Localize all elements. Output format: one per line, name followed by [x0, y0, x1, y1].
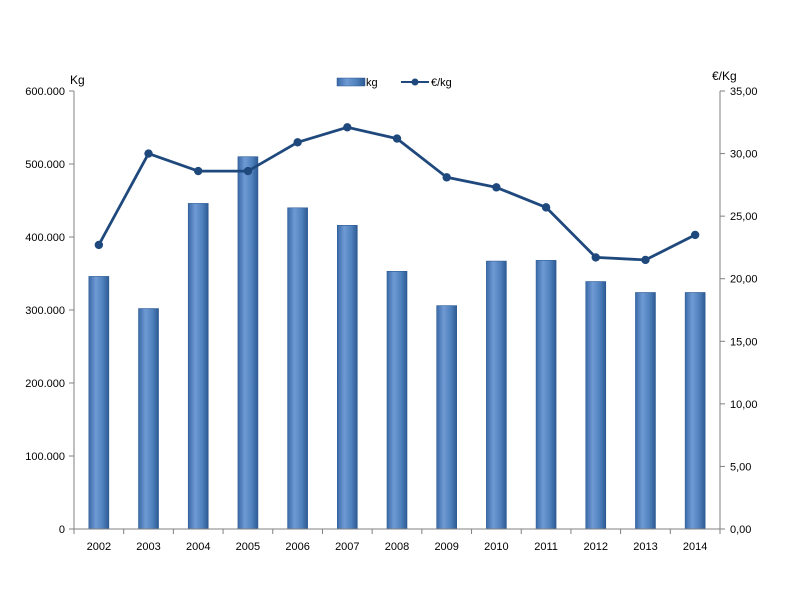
bar: [585, 281, 607, 530]
line-point: [194, 166, 203, 176]
x-tick-label: 2007: [335, 541, 359, 553]
bar: [486, 260, 507, 530]
x-tick-label: 2014: [683, 541, 707, 553]
bar: [187, 203, 209, 530]
line-point: [392, 134, 402, 143]
line-point: [343, 123, 352, 132]
line-point: [243, 166, 253, 176]
line-series: [94, 123, 700, 265]
x-tick-label: 2005: [236, 541, 260, 553]
bar-series: [88, 156, 706, 530]
axes: [73, 91, 721, 530]
x-tick-label: 2003: [136, 541, 160, 553]
x-tick-label: 2006: [285, 541, 309, 553]
right-tick-label: 35,00: [730, 86, 758, 98]
bar: [436, 305, 457, 530]
x-axis-ticks: 2002 2003 2004 2005 2006 2007 2008 2009 2010 2011…: [73, 529, 721, 553]
left-tick-label: 400.000: [25, 232, 65, 244]
x-tick-label: 2013: [633, 541, 657, 553]
legend-swatch-kg: [336, 77, 366, 87]
bar: [386, 271, 408, 530]
right-tick-label: 30,00: [730, 149, 758, 161]
bar: [237, 156, 259, 530]
line-point: [591, 253, 600, 262]
right-tick-label: 15,00: [730, 336, 758, 348]
legend-label-price: €/kg: [431, 77, 452, 89]
legend-label-kg: kg: [366, 77, 378, 89]
right-tick-label: 25,00: [730, 211, 758, 223]
legend: kg €/kg: [336, 77, 452, 89]
x-tick-label: 2009: [434, 541, 458, 553]
right-axis-ticks: 0,00 5,00 10,00 15,00 20,00 25,00 30,00 35,00: [720, 86, 758, 536]
line-point: [541, 203, 551, 212]
right-tick-label: 10,00: [730, 399, 758, 411]
bar: [337, 225, 358, 530]
x-tick-label: 2002: [87, 541, 111, 553]
line-point: [442, 173, 451, 182]
line-point: [94, 240, 104, 250]
left-tick-label: 600.000: [25, 86, 65, 98]
left-tick-label: 0: [59, 524, 65, 536]
line-point: [144, 149, 153, 158]
x-tick-label: 2012: [584, 541, 608, 553]
bar: [287, 207, 308, 530]
left-axis-unit: Kg: [70, 73, 85, 87]
left-tick-label: 100.000: [25, 451, 65, 463]
bar: [138, 308, 159, 530]
x-tick-label: 2008: [385, 541, 409, 553]
left-tick-label: 200.000: [25, 378, 65, 390]
line-point: [690, 230, 700, 240]
x-tick-label: 2010: [484, 541, 508, 553]
left-axis-ticks: 0 100.000 200.000 300.000 400.000 500.000 600.…: [25, 86, 74, 536]
bar: [684, 292, 706, 530]
bar: [535, 260, 557, 530]
x-tick-label: 2011: [534, 541, 558, 553]
right-tick-label: 5,00: [730, 461, 751, 473]
left-tick-label: 300.000: [25, 305, 65, 317]
legend-swatch-price-marker: [411, 78, 419, 86]
right-tick-label: 0,00: [730, 524, 751, 536]
right-tick-label: 20,00: [730, 274, 758, 286]
line-point: [641, 255, 650, 265]
right-axis-unit: €/Kg: [712, 69, 737, 83]
x-tick-label: 2004: [186, 541, 210, 553]
line-point: [293, 138, 302, 147]
left-tick-label: 500.000: [25, 159, 65, 171]
line-point: [492, 183, 501, 192]
bar: [88, 276, 110, 530]
bar: [635, 292, 656, 530]
